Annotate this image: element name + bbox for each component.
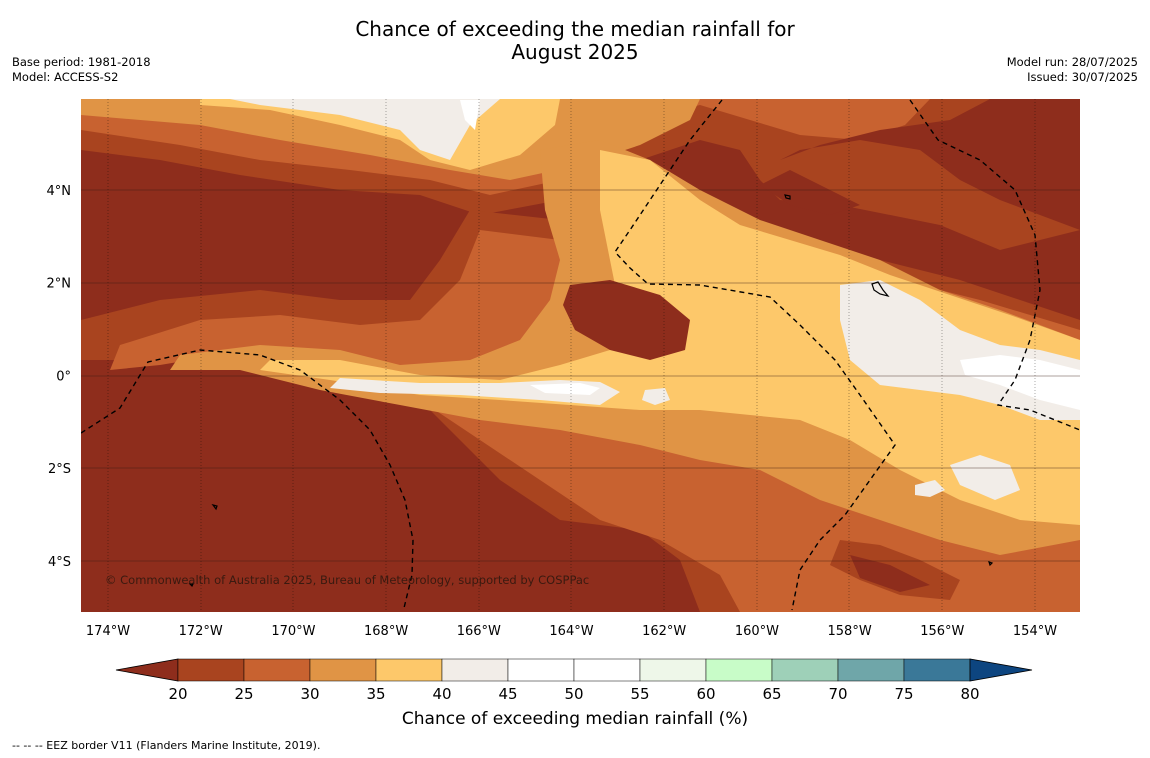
colorbar-segment	[376, 659, 442, 681]
colorbar-segment	[772, 659, 838, 681]
colorbar-segment	[904, 659, 970, 681]
colorbar-tick-label: 35	[366, 685, 385, 703]
latitude-labels: 4°N 2°N 0° 2°S 4°S	[47, 184, 72, 570]
lon-label: 170°W	[271, 624, 315, 639]
colorbar-tick-label: 20	[168, 685, 187, 703]
longitude-labels: 174°W 172°W 170°W 168°W 166°W 164°W 162°W 160°W…	[86, 624, 1057, 639]
footnote: -- -- -- EEZ border V11 (Flanders Marine…	[12, 739, 320, 752]
colorbar-tick-label: 45	[498, 685, 517, 703]
colorbar-tick-label: 55	[630, 685, 649, 703]
colorbar-ticks: 20 25 30 35 40 45 50 55 60 65 70 75 80	[168, 685, 979, 703]
colorbar-segment	[640, 659, 706, 681]
colorbar-tick-label: 60	[696, 685, 715, 703]
colorbar-tick-label: 50	[564, 685, 583, 703]
colorbar-segment	[442, 659, 508, 681]
lon-label: 168°W	[364, 624, 408, 639]
lat-label: 4°N	[47, 184, 72, 199]
lon-label: 158°W	[828, 624, 872, 639]
lat-label: 2°N	[47, 277, 72, 292]
colorbar-segment	[310, 659, 376, 681]
map-field	[81, 99, 1080, 612]
colorbar-tick-label: 70	[828, 685, 847, 703]
colorbar-tick-label: 65	[762, 685, 781, 703]
colorbar-segment	[508, 659, 574, 681]
lon-label: 166°W	[457, 624, 501, 639]
lat-label: 4°S	[48, 555, 71, 570]
lon-label: 156°W	[920, 624, 964, 639]
lon-label: 162°W	[642, 624, 686, 639]
colorbar-tick-label: 30	[300, 685, 319, 703]
colorbar-extend-low	[116, 659, 178, 681]
colorbar-segment	[178, 659, 244, 681]
colorbar	[116, 659, 1032, 681]
colorbar-segment	[706, 659, 772, 681]
lon-label: 164°W	[549, 624, 593, 639]
lat-label: 2°S	[48, 462, 71, 477]
lon-label: 174°W	[86, 624, 130, 639]
colorbar-extend-high	[970, 659, 1032, 681]
colorbar-tick-label: 25	[234, 685, 253, 703]
colorbar-tick-label: 80	[960, 685, 979, 703]
colorbar-segment	[244, 659, 310, 681]
lon-label: 154°W	[1013, 624, 1057, 639]
copyright-text: © Commonwealth of Australia 2025, Bureau…	[105, 573, 589, 587]
colorbar-segment	[838, 659, 904, 681]
colorbar-tick-label: 75	[894, 685, 913, 703]
lon-label: 160°W	[735, 624, 779, 639]
colorbar-tick-label: 40	[432, 685, 451, 703]
colorbar-segment	[574, 659, 640, 681]
lon-label: 172°W	[179, 624, 223, 639]
colorbar-label: Chance of exceeding median rainfall (%)	[0, 709, 1150, 729]
lat-label: 0°	[56, 369, 71, 384]
